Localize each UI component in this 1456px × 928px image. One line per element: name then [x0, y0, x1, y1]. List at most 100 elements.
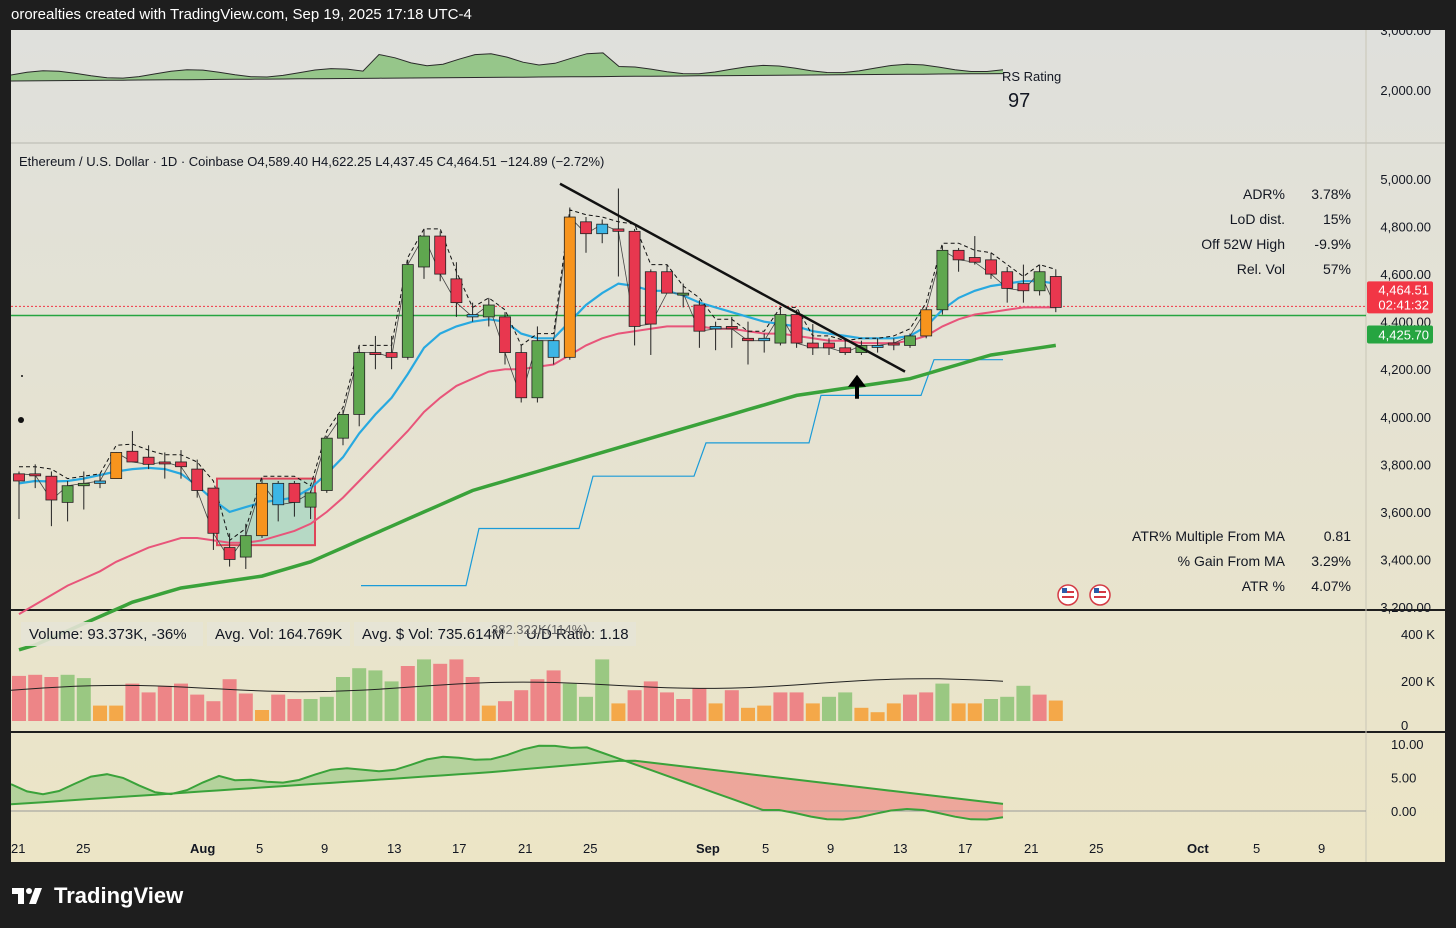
volume-bar [174, 683, 188, 721]
volume-bar [368, 670, 383, 721]
candle-body [1017, 283, 1030, 292]
downtrend-line [559, 182, 906, 373]
candle-body [45, 475, 58, 501]
time-axis-tick: 9 [827, 841, 834, 856]
volume-bar [190, 694, 205, 721]
osc-fill-positive [11, 784, 27, 805]
stat-label: ATR% Multiple From MA [1132, 528, 1286, 544]
time-axis-tick: 9 [321, 841, 328, 856]
stat-label: Rel. Vol [1237, 261, 1285, 277]
osc-fill-positive [523, 745, 539, 770]
stat-value: 15% [1323, 211, 1351, 227]
time-axis-tick: 5 [762, 841, 769, 856]
candle-body [596, 223, 609, 235]
osc-fill-negative [811, 781, 827, 820]
candle-body [968, 257, 981, 263]
candle-body [547, 340, 560, 358]
volume-bar [1016, 685, 1031, 721]
price-axis-tick: 3,800.00 [1380, 457, 1431, 472]
candle-body [207, 487, 220, 534]
candle-body [385, 352, 398, 358]
time-axis-tick: 21 [518, 841, 532, 856]
candle-body [806, 342, 819, 349]
chart-canvas[interactable]: 3,000.00 2,000.00 RS Rating 97 Ethereum / U.… [11, 30, 1445, 862]
volume-bar [822, 696, 836, 721]
rs-rating-label: RS Rating [1002, 69, 1061, 84]
volume-bar [400, 666, 415, 721]
volume-bar [417, 659, 431, 721]
osc-fill-positive [59, 783, 75, 802]
osc-fill-negative [763, 775, 779, 810]
osc-signal-line [11, 759, 1004, 806]
osc-fill-positive [475, 759, 491, 774]
osc-fill-negative [923, 794, 939, 814]
osc-fill-negative [859, 787, 875, 818]
candle-body [580, 221, 592, 235]
time-axis-tick: 25 [76, 841, 90, 856]
volume-bar [303, 699, 318, 721]
candle-body [1033, 271, 1046, 292]
volume-bar [1032, 694, 1047, 721]
candle-body [985, 259, 997, 275]
time-axis-tick: 5 [1253, 841, 1260, 856]
osc-fill-positive [315, 769, 331, 784]
sma-slow-line [18, 343, 1057, 652]
breakout-arrow-icon [848, 374, 866, 399]
volume-bar [611, 703, 626, 721]
osc-fill-negative [827, 783, 843, 820]
volume-bar [562, 683, 577, 721]
stat-label: ADR% [1243, 186, 1285, 202]
osc-axis-tick: 10.00 [1391, 737, 1424, 752]
osc-fill-positive [555, 745, 571, 767]
osc-fill-positive [91, 774, 107, 799]
time-axis-tick: 13 [893, 841, 907, 856]
candle-body [612, 228, 625, 232]
chart-frame[interactable]: 3,000.00 2,000.00 RS Rating 97 Ethereum / U.… [11, 30, 1445, 862]
time-axis-tick: 9 [1318, 841, 1325, 856]
volume-bar [433, 663, 448, 721]
price-axis-tick: 4,200.00 [1380, 362, 1431, 377]
volume-label-box [207, 622, 350, 646]
rs-axis-tick: 2,000.00 [1380, 83, 1431, 98]
volume-axis-tick: 200 K [1401, 674, 1435, 689]
osc-fill-positive [587, 747, 603, 764]
volume-bar [984, 699, 998, 721]
osc-fill-positive [459, 757, 475, 775]
osc-fill-negative [699, 768, 715, 793]
candle-body [110, 452, 123, 480]
candle-body [337, 413, 349, 439]
candle-body [823, 342, 835, 349]
volume-bar [789, 692, 804, 721]
osc-fill-negative [747, 773, 763, 810]
osc-fill-positive [363, 769, 379, 781]
volume-bar [319, 696, 334, 721]
stat-value: 3.29% [1311, 553, 1351, 569]
volume-bar [481, 705, 496, 721]
osc-fill-negative [875, 788, 891, 814]
osc-fill-negative [939, 796, 955, 817]
volume-bar [579, 696, 593, 721]
time-axis-tick: Sep [696, 841, 720, 856]
footer-brand: TradingView [54, 883, 184, 908]
ma-value-tag [1367, 325, 1433, 344]
candle-body [13, 473, 25, 482]
price-axis-tick: 3,200.00 [1380, 600, 1431, 615]
volume-bar [951, 703, 966, 721]
candle-body [531, 340, 544, 399]
volume-bar [125, 683, 140, 721]
stat-value: 57% [1323, 261, 1351, 277]
osc-fill-positive [427, 756, 443, 777]
osc-fill-negative [795, 779, 811, 817]
candle-body [482, 304, 495, 318]
candle-body [774, 314, 787, 344]
volume-bar [44, 677, 59, 721]
time-axis-tick: Aug [190, 841, 215, 856]
volume-bar [757, 705, 772, 721]
volume-bar [838, 692, 853, 721]
stat-label: Off 52W High [1201, 236, 1285, 252]
volume-bar [1000, 696, 1015, 721]
candle-body [418, 235, 430, 268]
last-price-tag [1367, 281, 1433, 314]
candle-body [904, 335, 916, 346]
candle-body [661, 271, 673, 294]
